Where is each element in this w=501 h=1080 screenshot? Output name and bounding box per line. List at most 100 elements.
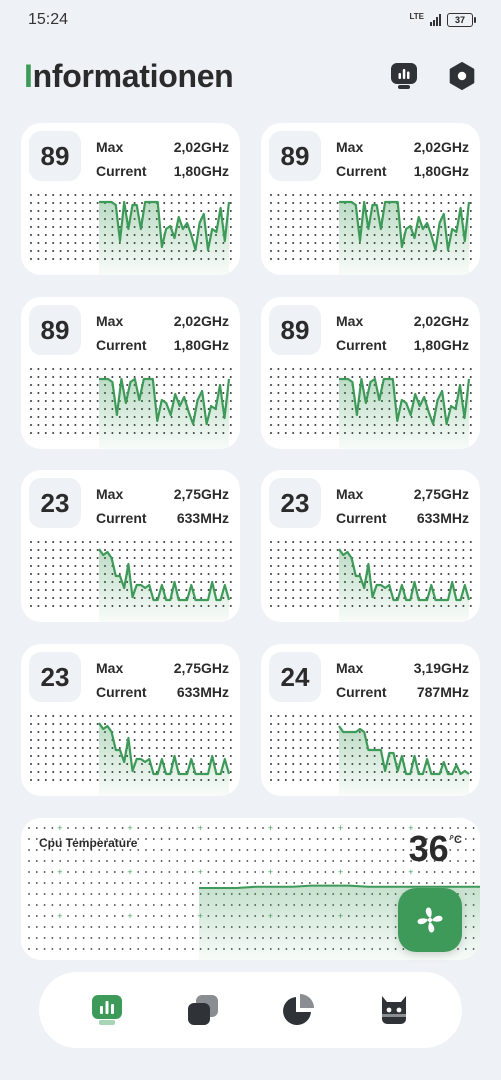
max-frequency: 2,02GHz	[413, 139, 469, 155]
fan-icon	[417, 907, 443, 933]
monitor-button[interactable]	[389, 61, 419, 91]
max-label: Max	[96, 486, 124, 502]
svg-text:+: +	[127, 867, 132, 877]
page-title-initial: I	[24, 57, 33, 94]
svg-text:+: +	[268, 867, 273, 877]
current-label: Current	[96, 337, 147, 353]
core-usage: 24	[269, 652, 321, 702]
temperature-label: Cpu Temperature	[39, 836, 138, 850]
battery-level: 37	[454, 15, 465, 25]
core-usage-chart	[30, 541, 232, 622]
dot-grid	[270, 715, 472, 781]
max-label: Max	[336, 660, 364, 676]
cpu-core-card[interactable]: 23 Max 2,75GHz Current 633MHz	[261, 470, 480, 622]
status-bar: 15:24 LTE 37	[0, 0, 501, 40]
usage-line	[338, 548, 471, 602]
cpu-core-card[interactable]: 89 Max 2,02GHz Current 1,80GHz	[261, 297, 480, 449]
apps-stack-icon	[187, 995, 218, 1025]
svg-text:+: +	[338, 823, 343, 833]
core-usage: 23	[29, 478, 81, 528]
core-usage-chart	[270, 715, 472, 796]
max-frequency: 2,02GHz	[413, 313, 469, 329]
cpu-core-card[interactable]: 24 Max 3,19GHz Current 787MHz	[261, 644, 480, 796]
nav-system[interactable]	[374, 990, 414, 1030]
page-title-rest: nformationen	[32, 57, 234, 94]
core-usage-chart	[30, 368, 232, 449]
cooling-fan-button[interactable]	[398, 888, 462, 952]
nav-storage[interactable]	[278, 990, 318, 1030]
core-frequency-info: Max 2,02GHz Current 1,80GHz	[96, 309, 229, 357]
max-label: Max	[96, 139, 124, 155]
cpu-core-card[interactable]: 89 Max 2,02GHz Current 1,80GHz	[21, 297, 240, 449]
nav-cpu[interactable]	[87, 990, 127, 1030]
android-icon	[382, 996, 407, 1024]
current-label: Current	[96, 163, 147, 179]
usage-line	[99, 200, 231, 252]
usage-area	[99, 379, 229, 449]
usage-area	[339, 379, 469, 449]
status-icons: LTE 37	[409, 11, 476, 27]
core-usage: 89	[269, 305, 321, 355]
svg-text:+: +	[198, 867, 203, 877]
battery-icon: 37	[447, 13, 476, 27]
core-frequency-info: Max 2,75GHz Current 633MHz	[96, 482, 229, 530]
cpu-core-card[interactable]: 89 Max 2,02GHz Current 1,80GHz	[21, 123, 240, 275]
current-frequency: 1,80GHz	[173, 163, 229, 179]
current-frequency: 1,80GHz	[413, 337, 469, 353]
current-frequency: 633MHz	[416, 510, 469, 526]
current-label: Current	[96, 510, 147, 526]
core-usage: 23	[269, 478, 321, 528]
usage-area	[99, 723, 229, 796]
settings-hexagon-icon	[449, 62, 475, 90]
temperature-unit: °C	[449, 834, 462, 846]
monitor-icon	[391, 63, 417, 89]
cpu-core-card[interactable]: 23 Max 2,75GHz Current 633MHz	[21, 470, 240, 622]
current-label: Current	[96, 684, 147, 700]
core-usage-chart	[270, 541, 472, 622]
current-label: Current	[336, 337, 387, 353]
dot-grid	[30, 541, 232, 607]
current-label: Current	[336, 510, 387, 526]
max-label: Max	[336, 313, 364, 329]
usage-line	[338, 725, 470, 776]
usage-line	[98, 722, 231, 776]
current-frequency: 633MHz	[176, 510, 229, 526]
cpu-monitor-icon	[91, 995, 122, 1025]
dot-grid: ++++++++++++++++++	[28, 823, 475, 950]
core-frequency-info: Max 2,75GHz Current 633MHz	[336, 482, 469, 530]
core-frequency-info: Max 2,02GHz Current 1,80GHz	[336, 135, 469, 183]
core-usage-chart	[270, 368, 472, 449]
settings-button[interactable]	[447, 61, 477, 91]
usage-line	[99, 377, 231, 426]
cpu-core-card[interactable]: 23 Max 2,75GHz Current 633MHz	[21, 644, 240, 796]
svg-text:+: +	[338, 867, 343, 877]
temperature-line	[199, 884, 480, 889]
svg-text:+: +	[268, 823, 273, 833]
core-frequency-info: Max 2,02GHz Current 1,80GHz	[336, 309, 469, 357]
usage-area	[339, 549, 469, 622]
max-frequency: 2,75GHz	[413, 486, 469, 502]
svg-text:+: +	[127, 823, 132, 833]
signal-icon	[430, 14, 441, 26]
max-frequency: 2,75GHz	[173, 486, 229, 502]
usage-line	[339, 377, 471, 426]
network-type: LTE	[409, 11, 424, 21]
svg-text:+: +	[127, 911, 132, 921]
core-usage: 23	[29, 652, 81, 702]
page-title: Informationen	[24, 57, 234, 95]
core-usage-chart	[270, 194, 472, 275]
max-label: Max	[336, 139, 364, 155]
nav-apps[interactable]	[183, 990, 223, 1030]
max-label: Max	[336, 486, 364, 502]
cpu-core-card[interactable]: 89 Max 2,02GHz Current 1,80GHz	[261, 123, 480, 275]
max-frequency: 2,75GHz	[173, 660, 229, 676]
pie-chart-icon	[283, 994, 315, 1025]
current-label: Current	[336, 163, 387, 179]
svg-text:+: +	[408, 823, 413, 833]
usage-area	[339, 726, 469, 796]
core-frequency-info: Max 2,02GHz Current 1,80GHz	[96, 135, 229, 183]
svg-text:+: +	[57, 867, 62, 877]
max-frequency: 3,19GHz	[413, 660, 469, 676]
bottom-navigation	[39, 972, 462, 1048]
current-label: Current	[336, 684, 387, 700]
